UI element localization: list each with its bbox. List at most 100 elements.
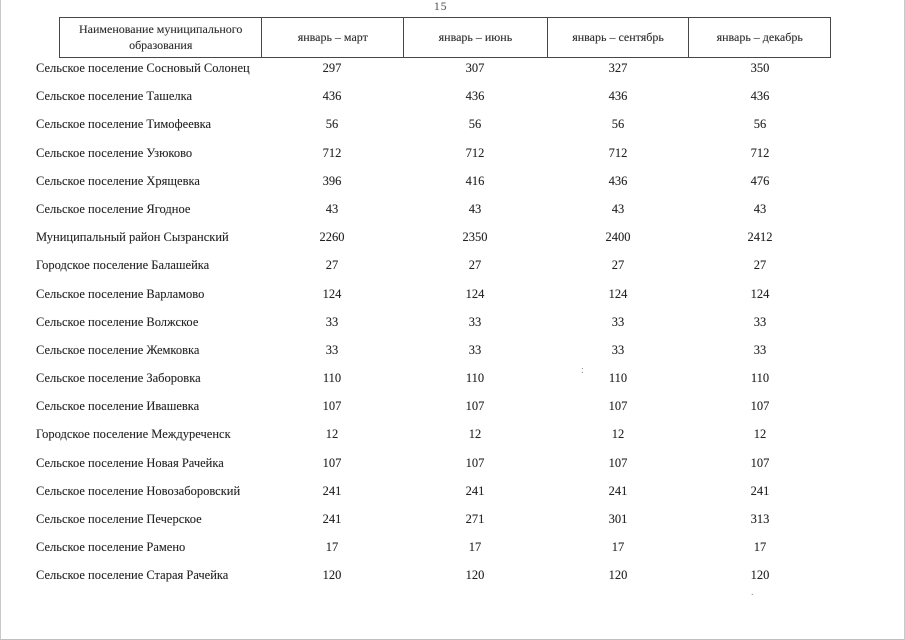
value-cell: 27 <box>611 258 625 273</box>
value-cell: 241 <box>465 483 485 498</box>
table-row: Сельское поселение Тимофеевка 56 56 56 56 <box>1 110 904 138</box>
value-cell: 350 <box>750 61 770 75</box>
value-cell: 107 <box>322 455 342 470</box>
value-cell: 110 <box>608 371 628 386</box>
value-cell: 17 <box>468 540 482 555</box>
municipality-name: Сельское поселение Печерское <box>36 512 202 526</box>
value-cell: 436 <box>750 89 770 104</box>
value-cell: 436 <box>465 89 485 104</box>
municipality-name: Сельское поселение Новозаборовский <box>36 483 241 498</box>
value-cell: 43 <box>753 201 767 216</box>
municipality-name: Сельское поселение Сосновый Солонец <box>36 61 250 75</box>
table-row: Городское поселение Междуреченск 12 12 12 12 <box>1 420 904 448</box>
value-cell: 241 <box>322 483 342 498</box>
municipality-name: Сельское поселение Новая Рачейка <box>36 455 224 470</box>
value-cell: 107 <box>322 399 342 414</box>
table-row: Сельское поселение Узюково 712 712 712 712 <box>1 139 904 167</box>
value-cell: 33 <box>468 342 482 357</box>
value-cell: 712 <box>465 145 485 160</box>
value-cell: 17 <box>325 540 339 555</box>
value-cell: 436 <box>608 173 628 188</box>
table-body: Сельское поселение Сосновый Солонец 297 30… <box>1 54 904 590</box>
table-row: Сельское поселение Хрящевка 396 416 436 476 <box>1 167 904 195</box>
municipality-name: Городское поселение Междуреченск <box>36 427 231 442</box>
table-row: Сельское поселение Ивашевка 107 107 107 107 <box>1 392 904 420</box>
value-cell: 27 <box>468 258 482 273</box>
value-cell: 12 <box>325 427 339 442</box>
municipality-name: Сельское поселение Тимофеевка <box>36 117 212 132</box>
value-cell: 120 <box>465 568 485 583</box>
page-number: 15 <box>434 1 448 13</box>
value-cell: 436 <box>322 89 342 104</box>
scan-artifact: : <box>581 365 584 376</box>
value-cell: 110 <box>465 371 485 386</box>
value-cell: 27 <box>325 258 339 273</box>
municipality-name: Сельское поселение Узюково <box>36 145 193 160</box>
value-cell: 33 <box>753 314 767 329</box>
value-cell: 12 <box>753 427 767 442</box>
table-row: Сельское поселение Новая Рачейка 107 107 10… <box>1 449 904 477</box>
value-cell: 241 <box>322 512 342 526</box>
value-cell: 56 <box>468 117 482 132</box>
value-cell: 313 <box>750 512 770 526</box>
municipality-name: Сельское поселение Варламово <box>36 286 205 301</box>
table-row: Сельское поселение Варламово 124 124 124 124 <box>1 280 904 308</box>
value-cell: 124 <box>322 286 342 301</box>
table-row: Сельское поселение Старая Рачейка 120 120 1… <box>1 561 904 589</box>
value-cell: 12 <box>611 427 625 442</box>
value-cell: 120 <box>608 568 628 583</box>
value-cell: 17 <box>753 540 767 555</box>
value-cell: 124 <box>465 286 485 301</box>
municipality-name: Сельское поселение Жемковка <box>36 342 200 357</box>
municipality-name: Сельское поселение Хрящевка <box>36 173 200 188</box>
value-cell: 476 <box>750 173 770 188</box>
table-row: Сельское поселение Печерское 241 271 301 313 <box>1 505 904 533</box>
value-cell: 43 <box>468 201 482 216</box>
table-row: Муниципальный район Сызранский 2260 2350 24… <box>1 223 904 251</box>
municipality-name: Сельское поселение Рамено <box>36 540 186 555</box>
value-cell: 297 <box>322 61 342 75</box>
value-cell: 124 <box>750 286 770 301</box>
value-cell: 107 <box>750 399 770 414</box>
value-cell: 241 <box>608 483 628 498</box>
column-header-jan-sep: январь – сентябрь <box>546 18 689 57</box>
value-cell: 120 <box>322 568 342 583</box>
value-cell: 43 <box>611 201 625 216</box>
value-cell: 33 <box>325 342 339 357</box>
value-cell: 107 <box>608 455 628 470</box>
value-cell: 416 <box>465 173 485 188</box>
municipality-name: Сельское поселение Волжское <box>36 314 199 329</box>
table-row: Сельское поселение Новозаборовский 241 241… <box>1 477 904 505</box>
value-cell: 33 <box>611 342 625 357</box>
table-row: Сельское поселение Волжское 33 33 33 33 <box>1 308 904 336</box>
value-cell: 307 <box>465 61 485 75</box>
column-header-jan-mar: январь – март <box>261 18 403 57</box>
table-row: Сельское поселение Жемковка 33 33 33 33 <box>1 336 904 364</box>
value-cell: 2400 <box>605 230 631 245</box>
value-cell: 33 <box>468 314 482 329</box>
value-cell: 110 <box>322 371 342 386</box>
value-cell: 396 <box>322 173 342 188</box>
value-cell: 2260 <box>319 230 345 245</box>
value-cell: 107 <box>465 399 485 414</box>
value-cell: 436 <box>608 89 628 104</box>
value-cell: 2412 <box>747 230 773 245</box>
value-cell: 712 <box>608 145 628 160</box>
municipality-name: Городское поселение Балашейка <box>36 258 210 273</box>
column-header-municipality: Наименование муниципального образования <box>79 21 243 52</box>
value-cell: 124 <box>608 286 628 301</box>
value-cell: 56 <box>611 117 625 132</box>
municipality-name: Сельское поселение Ягодное <box>36 201 191 216</box>
municipality-name: Сельское поселение Старая Рачейка <box>36 568 229 583</box>
table-header-row: Наименование муниципального образования … <box>59 17 831 58</box>
value-cell: 27 <box>753 258 767 273</box>
value-cell: 107 <box>465 455 485 470</box>
value-cell: 33 <box>611 314 625 329</box>
municipality-name: Сельское поселение Ивашевка <box>36 399 200 414</box>
value-cell: 56 <box>753 117 767 132</box>
column-header-jan-dec: январь – декабрь <box>688 18 830 57</box>
table-row: Сельское поселение Ягодное 43 43 43 43 <box>1 195 904 223</box>
value-cell: 17 <box>611 540 625 555</box>
value-cell: 43 <box>325 201 339 216</box>
